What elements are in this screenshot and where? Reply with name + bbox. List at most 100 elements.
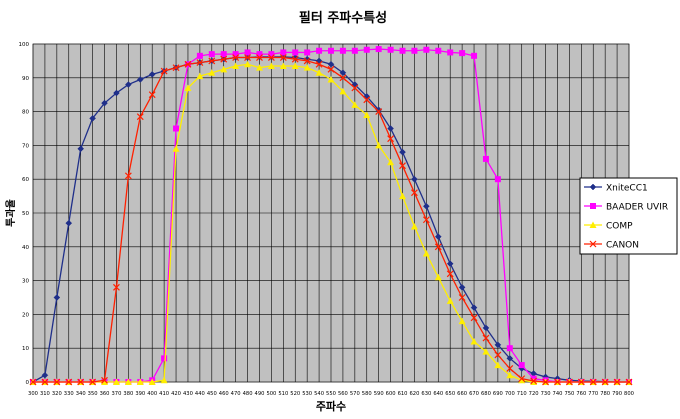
data-point-comp [255,64,263,71]
data-point-baader-uvir [208,51,215,58]
data-point-xnitecc1 [399,148,406,156]
x-tick-label: 680 [481,391,491,397]
marker-x-stroke [518,375,526,383]
data-point-canon [375,108,383,116]
marker-x-stroke [267,54,275,61]
data-point-canon [518,375,526,383]
data-point-canon [208,57,216,65]
y-tick-label: 70 [22,143,29,149]
x-tick-label: 620 [409,391,419,397]
data-point-comp [267,62,275,69]
marker-x-stroke [65,378,73,386]
data-point-canon [387,135,395,143]
marker-x-stroke [124,172,132,180]
data-point-baader-uvir [161,355,168,362]
marker-x-stroke [565,378,573,386]
data-point-canon [113,283,120,291]
x-tick-label: 780 [600,391,610,397]
data-point-baader-uvir [256,51,263,58]
legend-marker-xnitecc1 [589,183,597,191]
data-point-comp [446,297,454,304]
data-point-comp [124,378,132,385]
x-tick-label: 730 [541,391,551,397]
data-point-baader-uvir [232,51,239,58]
data-point-xnitecc1 [339,69,347,77]
x-tick-label: 400 [147,391,157,397]
x-tick-label: 760 [576,391,586,397]
data-point-canon [327,65,335,73]
x-tick-label: 390 [135,391,145,397]
data-point-canon [542,378,549,386]
data-point-canon [303,57,311,65]
data-point-xnitecc1 [387,125,394,132]
x-tick-label: 790 [612,391,622,397]
x-tick-label: 340 [76,391,86,397]
data-point-comp [279,62,287,69]
marker-x-stroke [113,283,120,291]
x-tick-label: 470 [231,391,241,397]
x-tick-label: 430 [183,391,193,397]
y-tick-label: 40 [22,245,29,251]
x-tick-label: 540 [314,391,324,397]
marker-x-stroke [315,60,323,68]
data-point-baader-uvir [196,52,203,59]
legend-marker-baader-uvir [590,203,596,209]
x-tick-label: 420 [171,391,181,397]
legend-label-baader-uvir: BAADER UVIR [606,203,668,213]
data-point-canon [601,378,609,386]
data-point-comp [399,192,407,200]
legend-item-baader-uvir: BAADER UVIR [584,203,668,213]
marker-x-stroke [208,57,216,65]
marker-x-stroke [387,135,395,143]
legend: XniteCC1 BAADER UVIR COMP CANON [579,177,678,255]
data-point-xnitecc1 [411,175,418,183]
x-tick-label: 480 [243,391,253,397]
data-point-canon [363,96,371,104]
data-point-baader-uvir [244,49,251,56]
series-canon [29,54,633,386]
marker-x-stroke [101,376,108,384]
x-tick-label: 570 [350,391,360,397]
data-point-canon [613,378,621,386]
data-point-canon [458,294,466,301]
data-point-comp [220,65,228,73]
data-point-canon [494,351,502,359]
data-point-canon [65,378,73,386]
x-tick-label: 740 [553,391,563,397]
y-tick-label: 20 [22,312,29,318]
x-tick-label: 440 [195,391,205,397]
data-point-comp [303,64,311,71]
x-tick-label: 600 [386,391,396,397]
data-point-baader-uvir [363,46,370,53]
marker-x-stroke [232,54,240,61]
marker-x-stroke [41,378,49,386]
data-point-comp [101,378,109,385]
data-point-baader-uvir [316,47,323,54]
marker-x-stroke [279,54,287,61]
x-tick-label: 690 [493,391,503,397]
marker-x-stroke [303,57,311,65]
data-point-comp [112,378,120,385]
x-tick-label: 560 [338,391,348,397]
data-point-baader-uvir [423,46,430,53]
legend-label-xnitecc1: XniteCC1 [606,184,648,194]
data-point-baader-uvir [268,51,275,58]
data-point-canon [184,60,192,68]
data-point-canon [89,378,97,386]
marker-x-stroke [291,55,299,63]
x-tick-label: 700 [505,391,515,397]
x-tick-label: 380 [123,391,133,397]
x-tick-label: 710 [517,391,527,397]
data-point-canon [625,378,633,386]
marker-x-stroke [411,189,418,197]
x-tick-label: 330 [64,391,74,397]
y-tick-label: 80 [22,110,29,116]
data-point-baader-uvir [339,47,346,54]
x-tick-label: 590 [374,391,384,397]
data-point-canon [554,378,561,386]
chart-title: 필터 주파수특성 [299,10,387,26]
legend-item-xnitecc1: XniteCC1 [584,184,648,194]
data-point-canon [256,54,263,61]
data-point-xnitecc1 [89,115,96,122]
